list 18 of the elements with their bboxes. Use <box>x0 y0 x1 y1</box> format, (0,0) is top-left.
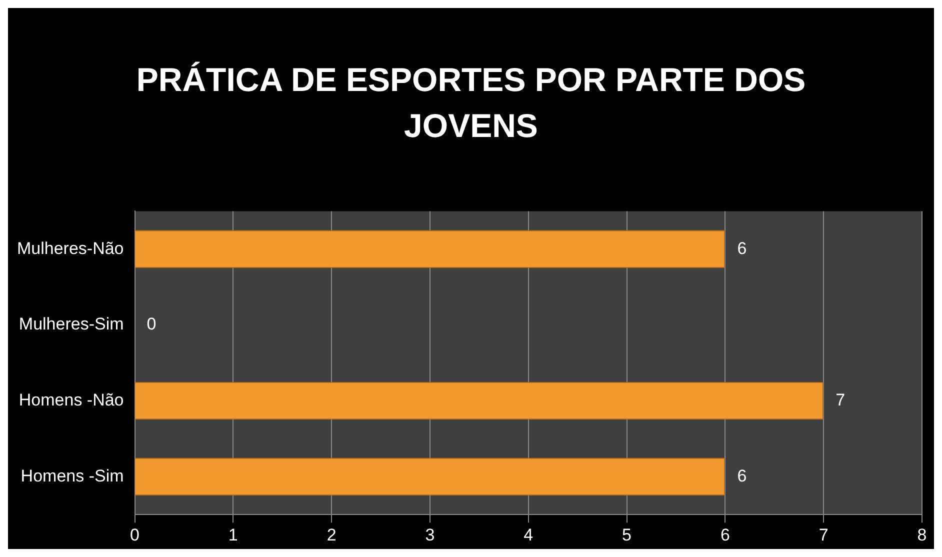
x-tick-label: 6 <box>720 525 730 544</box>
y-tick-label: Homens -Sim <box>20 466 124 486</box>
data-label: 7 <box>836 390 846 410</box>
x-tick-label: 4 <box>524 525 534 544</box>
y-tick-label: Mulheres-Sim <box>18 314 124 334</box>
x-tick-label: 8 <box>917 525 927 544</box>
y-tick-label: Homens -Não <box>18 390 124 410</box>
x-tick-label: 7 <box>818 525 828 544</box>
x-tick-label: 1 <box>228 525 238 544</box>
x-tick-label: 0 <box>130 525 140 544</box>
x-tick-label: 5 <box>622 525 632 544</box>
data-label: 6 <box>737 466 747 486</box>
chart-title: PRÁTICA DE ESPORTES POR PARTE DOS JOVENS <box>135 60 807 146</box>
data-label: 0 <box>146 314 156 334</box>
y-tick-label: Mulheres-Não <box>17 238 124 258</box>
data-label: 6 <box>737 238 747 258</box>
x-tick-label: 3 <box>425 525 435 544</box>
x-tick-label: 2 <box>326 525 336 544</box>
